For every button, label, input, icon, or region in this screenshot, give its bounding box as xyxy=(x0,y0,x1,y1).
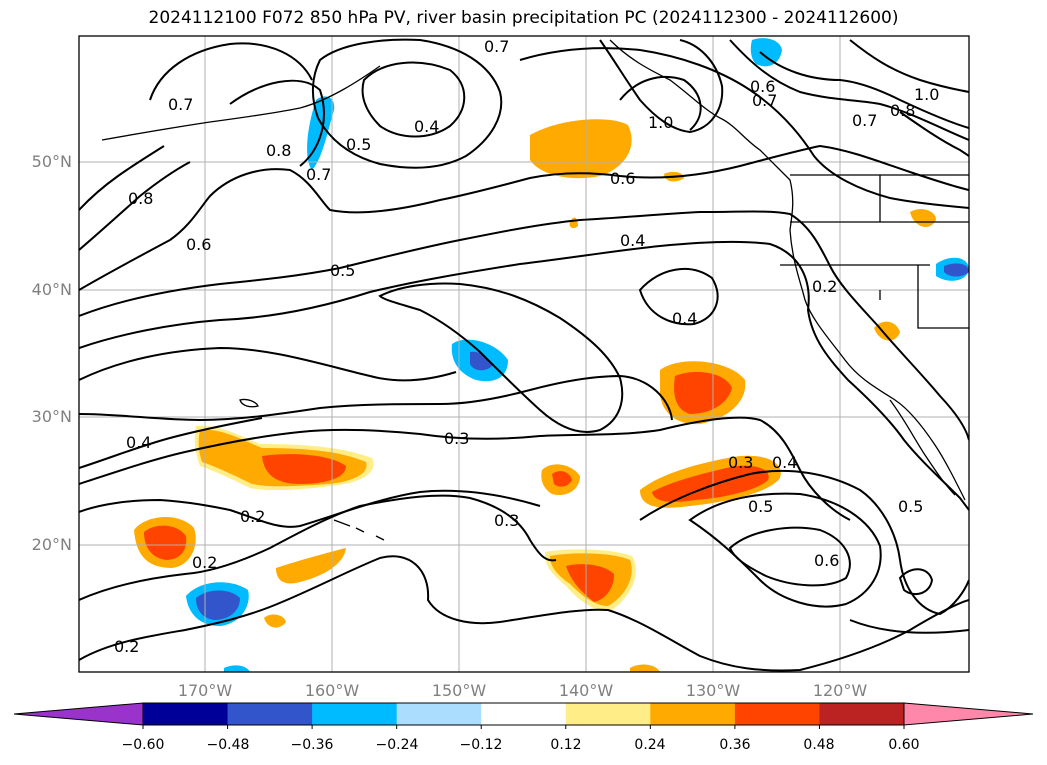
colorbar-box xyxy=(734,703,820,725)
colorbar-box xyxy=(481,703,567,725)
plot-frame xyxy=(78,35,970,673)
lon-label-160w: 160°W xyxy=(304,681,360,700)
contour-label: 0.2 xyxy=(812,277,837,296)
contour-label: 1.0 xyxy=(648,113,673,132)
colorbar-tick-label: 0.60 xyxy=(888,737,920,753)
lat-label-50n: 50°N xyxy=(31,152,72,171)
contour-label: 0.7 xyxy=(306,165,331,184)
contour-label: 0.2 xyxy=(114,637,139,656)
contour-label: 0.8 xyxy=(128,189,153,208)
colorbar-box xyxy=(650,703,736,725)
coastlines xyxy=(101,39,969,541)
lon-label-170w: 170°W xyxy=(177,681,233,700)
colorbar-box xyxy=(143,703,229,725)
colorbar-box xyxy=(565,703,651,725)
colorbar-tick-label: −0.36 xyxy=(290,737,334,753)
colorbar-box xyxy=(396,703,482,725)
contour-label: 0.7 xyxy=(852,111,877,130)
colorbar xyxy=(13,702,1034,729)
contour-label: 0.4 xyxy=(772,453,797,472)
colorbar-tick-label: 0.24 xyxy=(634,737,666,753)
colorbar-under-arrow xyxy=(13,702,144,726)
contour-label: 0.4 xyxy=(672,309,697,328)
contour-label: 0.3 xyxy=(444,429,469,448)
contour-label: 0.5 xyxy=(898,497,923,516)
contour-label: 0.6 xyxy=(750,77,775,96)
lat-label-40n: 40°N xyxy=(31,280,72,299)
contour-label: 0.5 xyxy=(748,497,773,516)
contour-label: 0.2 xyxy=(240,507,265,526)
contour-label: 0.4 xyxy=(126,433,151,452)
contour-label: 0.8 xyxy=(266,141,291,160)
map-title: 2024112100 F072 850 hPa PV, river basin … xyxy=(148,8,899,28)
contour-label: 0.7 xyxy=(484,37,509,56)
colorbar-ticks xyxy=(142,725,905,729)
lat-label-30n: 30°N xyxy=(31,407,72,426)
colorbar-over-arrow xyxy=(903,702,1034,726)
contour-label: 1.0 xyxy=(914,85,939,104)
colorbar-tick-label: −0.60 xyxy=(121,737,165,753)
contour-label: 0.7 xyxy=(168,95,193,114)
colorbar-box xyxy=(312,703,398,725)
colorbar-box xyxy=(227,703,313,725)
contour-label: 0.4 xyxy=(620,231,645,250)
contour-label: 0.5 xyxy=(330,261,355,280)
lon-label-150w: 150°W xyxy=(431,681,487,700)
contour-label: 0.8 xyxy=(890,101,915,120)
contour-label: 0.6 xyxy=(610,169,635,188)
contour-label: 0.4 xyxy=(414,117,439,136)
colorbar-tick-label: 0.36 xyxy=(719,737,751,753)
lon-label-130w: 130°W xyxy=(685,681,741,700)
lon-label-140w: 140°W xyxy=(558,681,614,700)
contour-label: 0.7 xyxy=(752,91,777,110)
contour-label: 0.3 xyxy=(494,511,519,530)
colorbar-tick-label: −0.24 xyxy=(375,737,419,753)
contour-label: 0.3 xyxy=(728,453,753,472)
contour-label: 0.2 xyxy=(192,553,217,572)
plot-area: 0.7 0.7 0.4 0.5 0.8 0.7 0.8 0.6 0.5 1.0 … xyxy=(79,36,969,672)
contour-label: 0.5 xyxy=(346,135,371,154)
pv-contours xyxy=(79,38,969,672)
precip-shading xyxy=(134,38,969,672)
colorbar-tick-label: 0.12 xyxy=(550,737,582,753)
colorbar-boxes xyxy=(142,702,905,726)
contour-label: 0.6 xyxy=(186,235,211,254)
colorbar-box xyxy=(819,703,905,725)
colorbar-tick-label: −0.48 xyxy=(206,737,250,753)
contour-label: 0.6 xyxy=(814,551,839,570)
colorbar-tick-label: −0.12 xyxy=(459,737,503,753)
lat-label-20n: 20°N xyxy=(31,535,72,554)
contour-labels: 0.7 0.7 0.4 0.5 0.8 0.7 0.8 0.6 0.5 1.0 … xyxy=(114,37,939,656)
lon-label-120w: 120°W xyxy=(812,681,868,700)
colorbar-tick-label: 0.48 xyxy=(803,737,835,753)
